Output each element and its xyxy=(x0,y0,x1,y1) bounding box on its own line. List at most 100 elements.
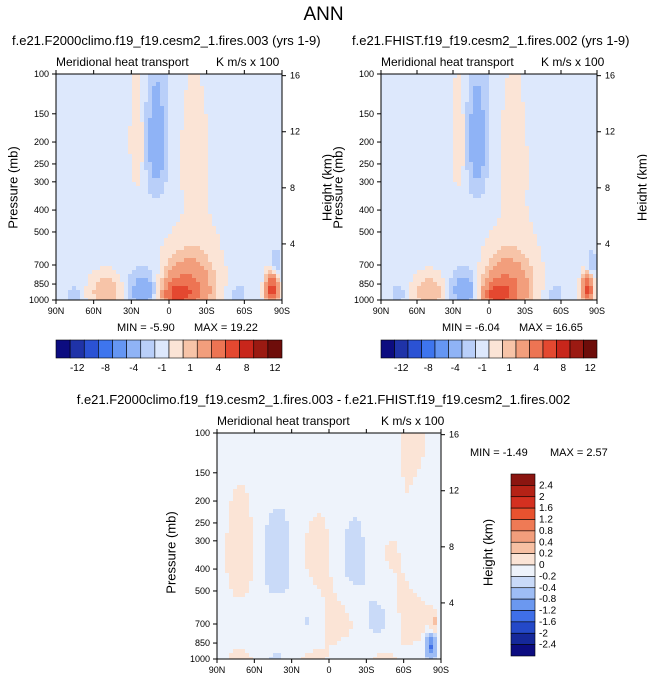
panel1-cell xyxy=(228,82,233,87)
panel1-cell xyxy=(164,218,169,223)
panel1-cell xyxy=(232,250,237,255)
panel1-cell xyxy=(232,242,237,247)
panel2-cell xyxy=(389,278,394,283)
panel1-cell xyxy=(164,290,169,295)
panel1-cell xyxy=(252,158,257,163)
panel1-cell xyxy=(156,170,161,175)
panel1-cell xyxy=(124,242,129,247)
panel1-cell xyxy=(120,94,125,99)
panel2-cell xyxy=(409,98,414,103)
panel1-cell xyxy=(256,250,261,255)
panel1-cell xyxy=(252,282,257,287)
panel1-cell xyxy=(140,254,145,259)
panel1-cell xyxy=(192,270,197,275)
panel1-cell xyxy=(280,242,283,247)
panel2-cell xyxy=(489,270,494,275)
panel2-cell xyxy=(481,106,486,111)
panel2-cell xyxy=(425,94,430,99)
panel1-cell xyxy=(88,250,93,255)
panel1-cell xyxy=(104,230,109,235)
panel2-cell xyxy=(389,162,394,167)
panel1-cell xyxy=(100,202,105,207)
panel1-cell xyxy=(180,90,185,95)
panel1-cell xyxy=(220,214,225,219)
panel1-cell xyxy=(88,82,93,87)
panel1-cell xyxy=(228,146,233,151)
panel1-cell xyxy=(152,278,157,283)
panel2-cell xyxy=(417,198,422,203)
panel1-cell xyxy=(264,170,269,175)
panel1-cell xyxy=(196,226,201,231)
panel1-cell xyxy=(212,130,217,135)
panel1-cell xyxy=(112,170,117,175)
panel1-cell xyxy=(184,270,189,275)
panel1-cell xyxy=(180,78,185,83)
panel2-cell xyxy=(413,98,418,103)
panel1-cell xyxy=(232,298,237,301)
panel2-cell xyxy=(485,138,490,143)
panel1-cell xyxy=(116,182,121,187)
panel1-cell xyxy=(76,290,81,295)
panel1-cell xyxy=(188,146,193,151)
panel1-cell xyxy=(252,114,257,119)
panel2-cell xyxy=(433,166,438,171)
panel2-cell xyxy=(461,202,466,207)
panel2-cell xyxy=(445,130,450,135)
panel2-cell xyxy=(441,214,446,219)
panel1-cell xyxy=(256,206,261,211)
panel2-cell xyxy=(457,274,462,279)
panel1-cell xyxy=(280,158,283,163)
panel1-cell xyxy=(240,186,245,191)
panel1-cell xyxy=(60,266,65,271)
panel1-cell xyxy=(140,234,145,239)
panel2-cell xyxy=(437,258,442,263)
panel2-cell xyxy=(449,242,454,247)
panel1-cell xyxy=(204,266,209,271)
panel1-cell xyxy=(104,194,109,199)
panel1-cell xyxy=(148,230,153,235)
panel2-cell xyxy=(409,166,414,171)
panel1-cell xyxy=(272,290,277,295)
panel1-cell xyxy=(204,222,209,227)
panel1-cell xyxy=(260,90,265,95)
panel1-cell xyxy=(196,270,201,275)
panel1-cell xyxy=(56,122,61,127)
panel2-cell xyxy=(497,74,502,79)
panel2-cell xyxy=(425,230,430,235)
panel1-cell xyxy=(104,82,109,87)
panel1-cell xyxy=(208,110,213,115)
panel2-cell xyxy=(457,182,462,187)
panel1-cell xyxy=(276,94,281,99)
panel1-cell xyxy=(172,242,177,247)
panel1-cell xyxy=(116,254,121,259)
panel1-cell xyxy=(260,86,265,91)
panel1-cell xyxy=(248,202,253,207)
panel1-cell xyxy=(140,134,145,139)
panel1-cell xyxy=(192,90,197,95)
panel2-cell xyxy=(441,98,446,103)
panel1-cell xyxy=(172,182,177,187)
panel1-cell xyxy=(224,254,229,259)
panel1-cell xyxy=(188,294,193,299)
panel1-cell xyxy=(196,134,201,139)
panel1-cell xyxy=(84,134,89,139)
panel1-cell xyxy=(172,150,177,155)
panel2-cell xyxy=(465,78,470,83)
panel2-cell xyxy=(389,178,394,183)
panel2-cell xyxy=(429,94,434,99)
panel1-cell xyxy=(148,218,153,223)
panel2-cell xyxy=(441,134,446,139)
panel2-cell xyxy=(449,90,454,95)
panel1-cell xyxy=(140,158,145,163)
panel2-cell xyxy=(433,98,438,103)
x-tick-label: 60N xyxy=(85,306,102,316)
panel2-cell xyxy=(425,266,430,271)
panel1-cell xyxy=(140,286,145,291)
panel2-cell xyxy=(385,274,390,279)
panel1-cell xyxy=(100,182,105,187)
panel2-cell xyxy=(453,146,458,151)
panel1-cell xyxy=(260,246,265,251)
panel2-cell xyxy=(401,170,406,175)
panel1-cell xyxy=(268,234,273,239)
panel2-cell xyxy=(409,118,414,123)
